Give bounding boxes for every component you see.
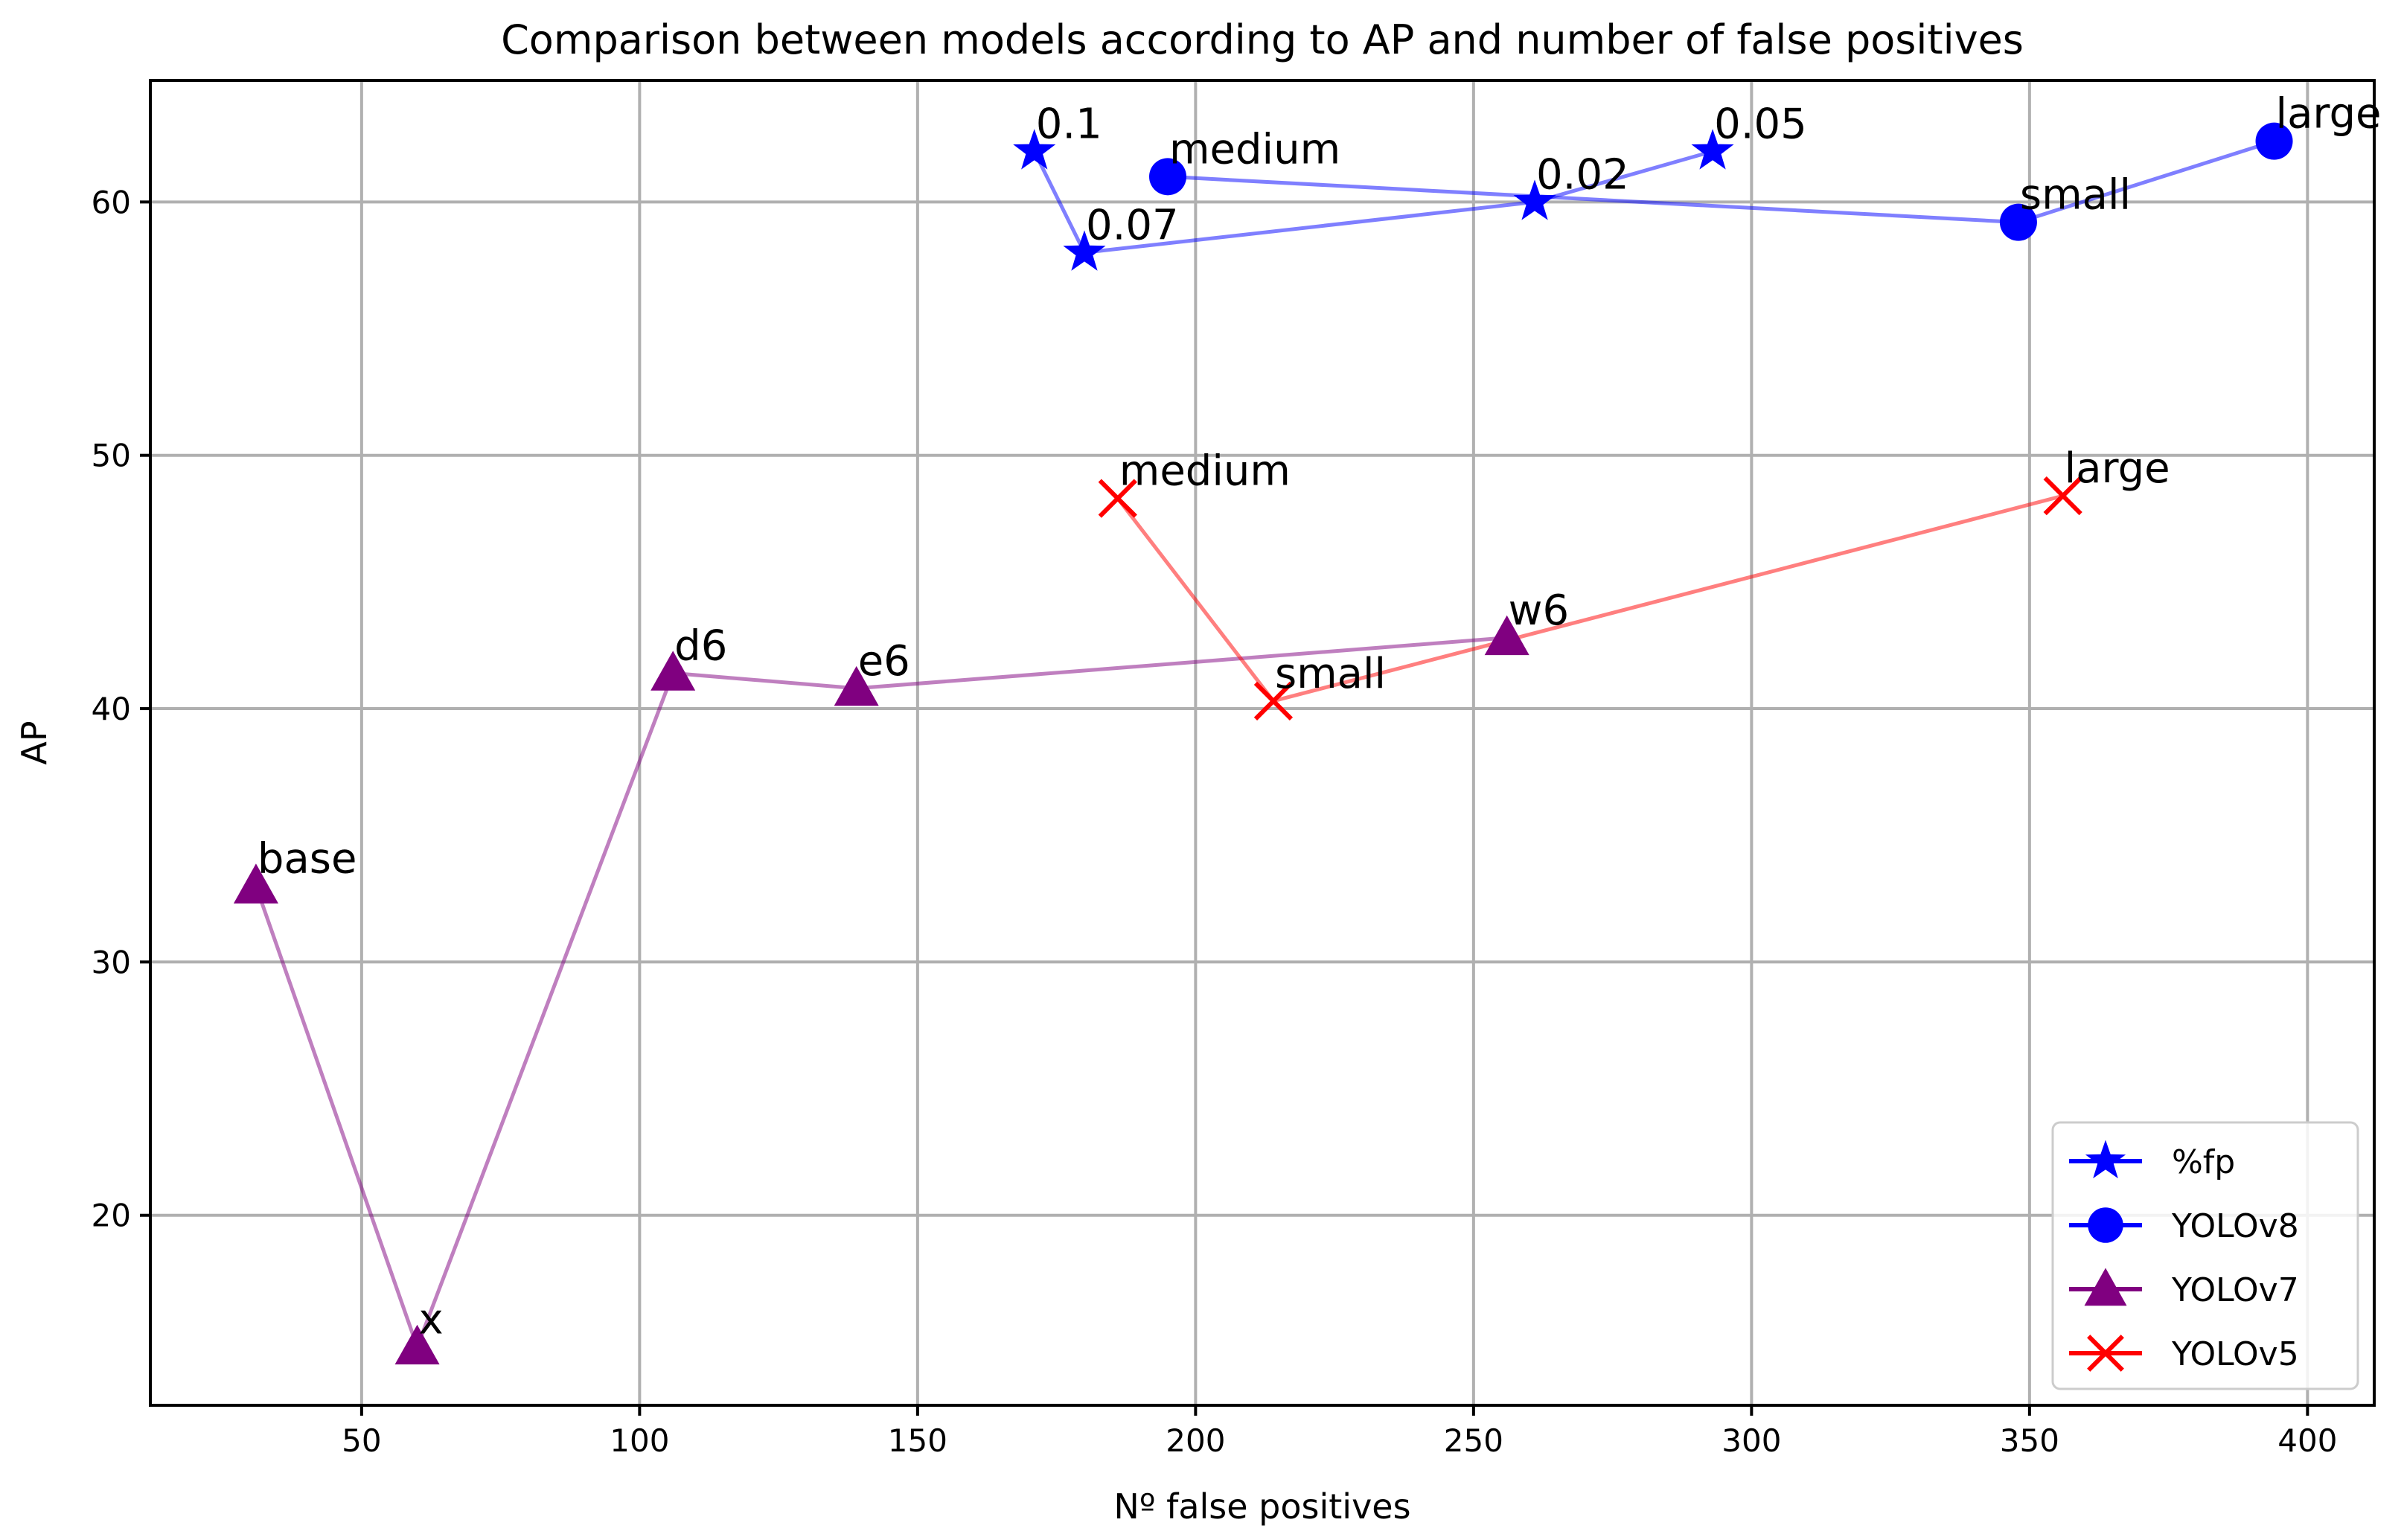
point-label-yolov5: medium (1119, 447, 1291, 496)
x-tick-label: 400 (2277, 1422, 2337, 1459)
point-label-yolov5: large (2065, 444, 2170, 493)
y-tick-label: 40 (92, 691, 131, 727)
legend-marker-yolov7 (2084, 1268, 2127, 1306)
point-label-pct-fp: 0.02 (1536, 150, 1629, 199)
data-point-yolov7 (1484, 615, 1529, 656)
legend: %fp YOLOv8 YOLOv7 YOLOv5 (2051, 1121, 2359, 1390)
x-tick-label: 300 (1722, 1422, 1781, 1459)
y-tick-label: 20 (92, 1198, 131, 1234)
data-point-yolov7 (650, 651, 696, 691)
point-label-yolov7: e6 (858, 637, 910, 686)
axis-ticks: 50 100 150 200 250 300 350 400 20 30 40 50 60 (92, 184, 2338, 1459)
point-label-pct-fp: 0.07 (1086, 201, 1179, 249)
point-label-yolov7: w6 (1509, 587, 1569, 635)
legend-marker-yolov8 (2088, 1207, 2123, 1243)
point-label-pct-fp: 0.1 (1036, 100, 1102, 148)
data-point-yolov8 (2255, 122, 2293, 160)
point-label-yolov8: small (2020, 171, 2131, 220)
point-label-yolov8: medium (1169, 125, 1340, 173)
legend-label-yolov8: YOLOv8 (2171, 1207, 2299, 1245)
y-tick-label: 60 (92, 184, 131, 220)
point-label-yolov8: large (2276, 90, 2382, 138)
data-point-yolov5 (1098, 479, 1137, 518)
data-point-pct-fp (1513, 179, 1556, 220)
data-point-yolov7 (834, 665, 879, 706)
data-point-yolov7 (394, 1324, 440, 1365)
data-point-yolov8 (1149, 158, 1187, 196)
series-line-pct-fp (1032, 149, 1713, 255)
data-point-pct-fp (1013, 129, 1056, 170)
series-markers (233, 122, 2293, 1365)
grid (150, 80, 2374, 1405)
legend-label-yolov5: YOLOv5 (2171, 1335, 2299, 1373)
legend-label-pct-fp: %fp (2172, 1143, 2235, 1181)
data-point-yolov7 (233, 863, 278, 904)
x-tick-label: 100 (610, 1422, 669, 1459)
legend-label-yolov7: YOLOv7 (2171, 1271, 2299, 1309)
legend-marker-pct-fp (2085, 1140, 2126, 1179)
plot-frame (149, 79, 2376, 1407)
point-label-yolov7: d6 (674, 622, 727, 670)
legend-marker-yolov5 (2087, 1335, 2124, 1372)
y-tick-label: 50 (92, 438, 131, 474)
y-tick-label: 30 (92, 944, 131, 980)
data-point-pct-fp (1063, 230, 1106, 271)
chart-title: Comparison between models according to A… (501, 16, 2024, 63)
point-labels: 0.1 0.07 0.02 0.05 medium small large base x d6 e6… (258, 90, 2382, 1344)
x-tick-label: 200 (1166, 1422, 1225, 1459)
x-tick-label: 350 (2000, 1422, 2059, 1459)
point-label-pct-fp: 0.05 (1714, 100, 1807, 148)
point-label-yolov7: base (258, 834, 357, 883)
data-point-pct-fp (1691, 129, 1734, 170)
data-point-yolov5 (1253, 681, 1294, 721)
point-label-yolov7: x (419, 1296, 444, 1344)
legend-box (2051, 1121, 2359, 1390)
y-axis-label: AP (14, 721, 54, 764)
x-tick-label: 150 (888, 1422, 947, 1459)
x-tick-label: 250 (1444, 1422, 1503, 1459)
x-axis-label: Nº false positives (1113, 1486, 1410, 1527)
data-point-yolov8 (1999, 203, 2037, 241)
data-point-yolov5 (2043, 476, 2082, 516)
x-tick-label: 50 (342, 1422, 381, 1459)
point-label-yolov5: small (1275, 650, 1386, 698)
